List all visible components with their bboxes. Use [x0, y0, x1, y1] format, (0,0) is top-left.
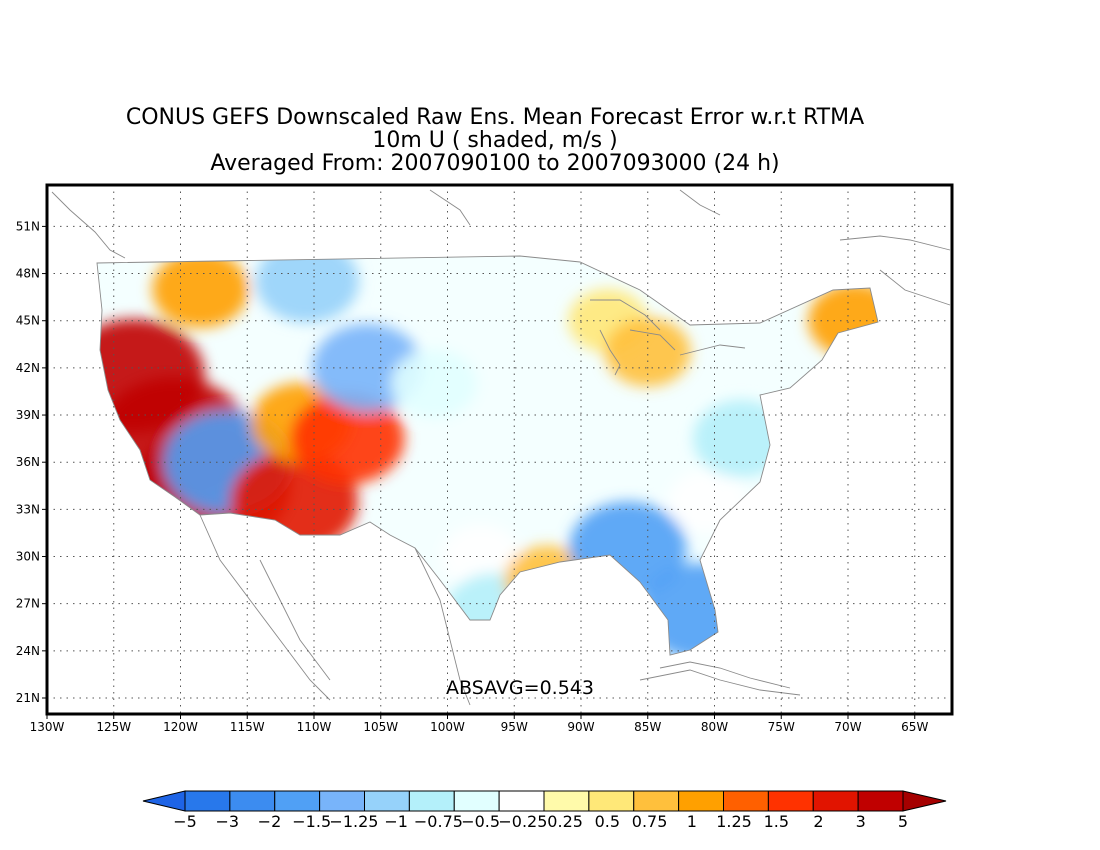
- field-cell: [604, 317, 691, 387]
- x-tick-label: 115W: [230, 720, 265, 734]
- colorbar-label: −0.75: [414, 812, 463, 831]
- longitude-axis: 130W 125W 120W 115W 110W 105W 100W 95W 90W 85W 80W…: [30, 714, 928, 734]
- colorbar-label: −2: [258, 812, 282, 831]
- coastlines: [51, 189, 951, 706]
- colorbar-label: 2: [813, 812, 823, 831]
- x-tick-label: 90W: [567, 720, 594, 734]
- great-lakes: [590, 299, 746, 376]
- cuba-coast: [659, 661, 791, 689]
- canada-coast: [51, 189, 951, 306]
- colorbar-box: [453, 790, 500, 812]
- y-tick-label: 39N: [16, 408, 40, 422]
- x-tick-label: 130W: [30, 720, 65, 734]
- x-tick-label: 75W: [768, 720, 795, 734]
- y-tick-label: 33N: [16, 502, 40, 516]
- x-tick-label: 80W: [701, 720, 728, 734]
- title-line-3: Averaged From: 2007090100 to 2007093000 …: [210, 151, 779, 176]
- colorbar-box: [364, 790, 410, 812]
- colorbar-box: [184, 790, 231, 812]
- y-tick-label: 30N: [16, 550, 40, 564]
- colorbar-label: 1: [687, 812, 697, 831]
- colorbar-box: [408, 790, 455, 812]
- y-tick-label: 36N: [16, 455, 40, 469]
- colorbar-label: −0.5: [461, 812, 500, 831]
- colorbar-box: [498, 790, 545, 812]
- mexico-coast: [199, 514, 801, 706]
- x-tick-label: 100W: [430, 720, 465, 734]
- title-line-1: CONUS GEFS Downscaled Raw Ens. Mean Fore…: [126, 105, 864, 130]
- colorbar-label: −0.25: [498, 812, 547, 831]
- field-cell: [290, 393, 405, 485]
- y-tick-label: 27N: [16, 597, 40, 611]
- x-tick-label: 95W: [501, 720, 528, 734]
- colorbar-label: −1.25: [329, 812, 378, 831]
- colorbar-label: 1.25: [716, 812, 752, 831]
- map-frame: [45, 183, 954, 716]
- colorbar-label: −1.5: [292, 812, 331, 831]
- x-tick-label: 70W: [834, 720, 861, 734]
- colorbar-box: [588, 790, 635, 812]
- y-tick-label: 45N: [16, 314, 40, 328]
- colorbar-box: [319, 790, 365, 812]
- x-tick-label: 105W: [363, 720, 398, 734]
- colorbar-box: [723, 790, 769, 812]
- colorbar-box: [767, 790, 814, 812]
- shaded-field: [97, 256, 878, 655]
- field-cell: [391, 349, 478, 418]
- colorbar-label: −3: [215, 812, 239, 831]
- title-line-2: 10m U ( shaded, m/s ): [372, 128, 617, 153]
- conus-outline: [96, 255, 879, 656]
- map-title: CONUS GEFS Downscaled Raw Ens. Mean Fore…: [126, 105, 864, 176]
- absavg-annotation: ABSAVG=0.543: [446, 677, 594, 699]
- map-panel: 130W 125W 120W 115W 110W 105W 100W 95W 90W 85W 80W…: [16, 183, 954, 734]
- colorbar-box: [812, 790, 859, 812]
- field-cell: [152, 256, 249, 328]
- colorbar-label: 0.5: [595, 812, 620, 831]
- x-tick-label: 85W: [634, 720, 661, 734]
- field-cell: [255, 256, 360, 323]
- y-tick-label: 24N: [16, 644, 40, 658]
- colorbar-label: 1.5: [764, 812, 789, 831]
- colorbar-label: 0.75: [632, 812, 668, 831]
- colorbar-box: [274, 790, 321, 812]
- x-tick-label: 125W: [96, 720, 131, 734]
- colorbar-box: [857, 790, 904, 812]
- lat-lon-grid: [47, 185, 952, 714]
- y-tick-label: 48N: [16, 267, 40, 281]
- y-tick-label: 42N: [16, 361, 40, 375]
- colorbar-box: [633, 790, 680, 812]
- colorbar-high-arrow: [902, 790, 947, 812]
- x-tick-label: 110W: [297, 720, 332, 734]
- latitude-axis: 21N 24N 27N 30N 33N 36N 39N 42N 45N 48N 51N: [16, 219, 47, 705]
- colorbar-low-arrow: [142, 790, 186, 812]
- colorbar-box: [229, 790, 276, 812]
- field-cell: [441, 524, 521, 589]
- x-tick-label: 120W: [163, 720, 198, 734]
- x-tick-label: 65W: [901, 720, 928, 734]
- colorbar-label: −1: [384, 812, 408, 831]
- colorbar-label: 5: [898, 812, 908, 831]
- y-tick-label: 51N: [16, 219, 40, 233]
- colorbar-label: 0.25: [547, 812, 583, 831]
- colorbar-box: [678, 790, 724, 812]
- colorbar-label: −5: [173, 812, 197, 831]
- y-tick-label: 21N: [16, 691, 40, 705]
- colorbar-box: [543, 790, 590, 812]
- colorbar-label: 3: [856, 812, 866, 831]
- colorbar: −5 −3 −2 −1.5−1.25 −1 −0.75−0.5−0.25 0.25 0.5 0.…: [142, 790, 947, 831]
